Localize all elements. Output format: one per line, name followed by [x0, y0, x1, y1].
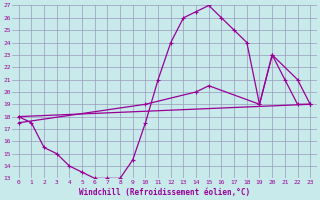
X-axis label: Windchill (Refroidissement éolien,°C): Windchill (Refroidissement éolien,°C)	[79, 188, 250, 197]
